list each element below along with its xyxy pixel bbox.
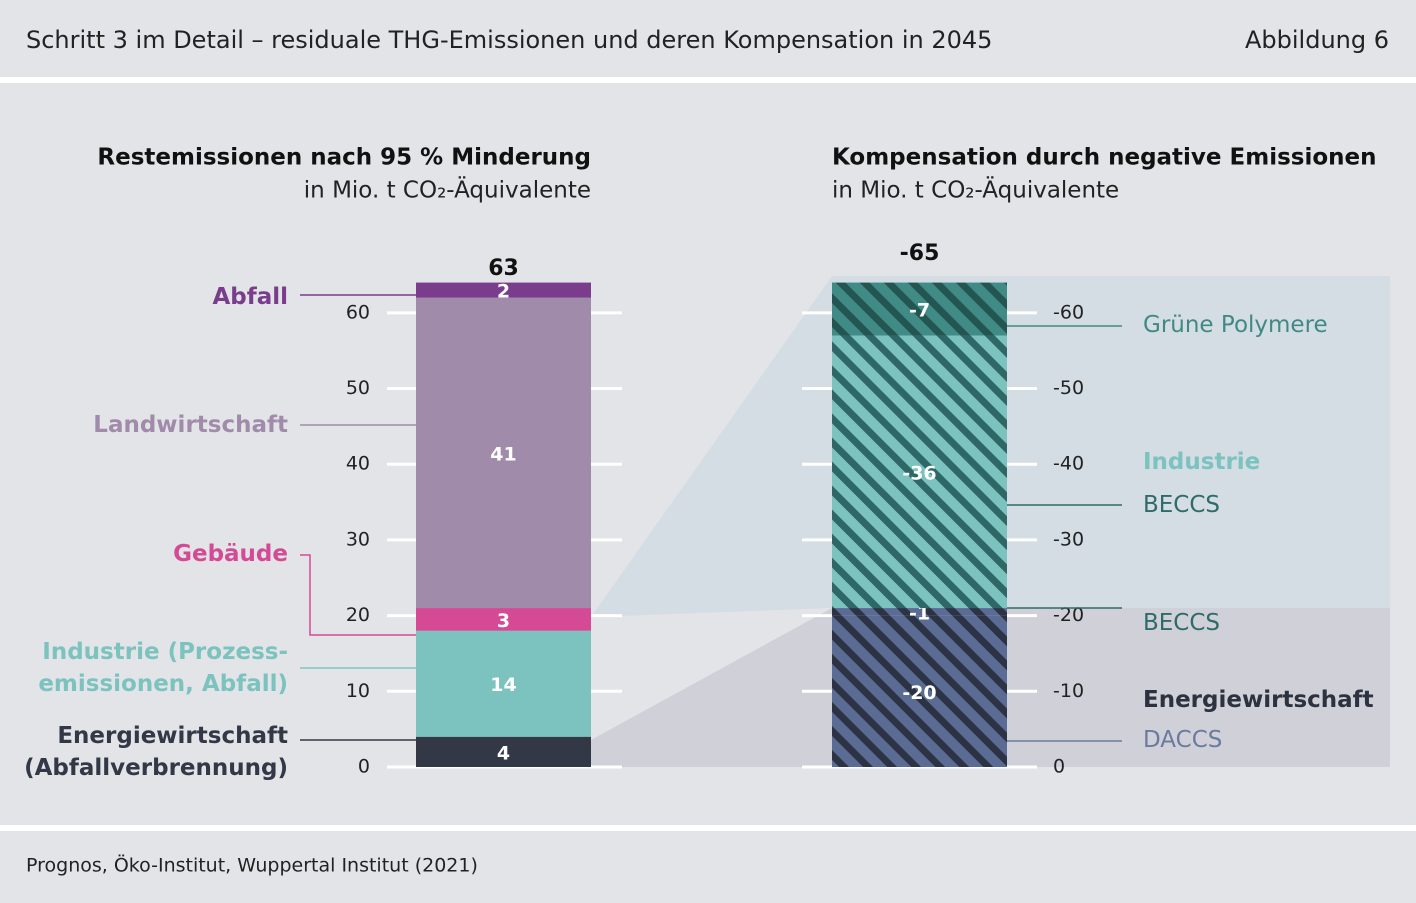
series-label: BECCS xyxy=(1143,610,1221,636)
y-tick-label: 40 xyxy=(346,453,370,475)
chart-subtitle: in Mio. t CO₂-Äquivalente xyxy=(832,176,1119,204)
bar-segment xyxy=(416,736,591,767)
y-tick-label: 50 xyxy=(346,377,370,399)
chart-title: Kompensation durch negative Emissionen xyxy=(832,145,1377,171)
figure-number: Abbildung 6 xyxy=(1245,26,1389,54)
y-tick-label: 30 xyxy=(346,528,370,550)
leader-line xyxy=(300,554,416,636)
bar-segment xyxy=(832,282,1007,336)
series-label: BECCS xyxy=(1143,492,1221,518)
value-label: 4 xyxy=(497,742,510,764)
value-label: 14 xyxy=(490,674,516,696)
total-label: -65 xyxy=(900,241,940,266)
total-label: 63 xyxy=(488,256,519,281)
series-label: Abfall xyxy=(212,284,288,310)
divider xyxy=(0,77,1416,83)
series-label: Landwirtschaft xyxy=(93,412,288,438)
y-tick-label: 60 xyxy=(346,301,370,323)
y-tick-label: 0 xyxy=(358,756,370,778)
y-tick-label: -60 xyxy=(1053,301,1084,323)
y-tick-label: -50 xyxy=(1053,377,1084,399)
y-tick-label: -20 xyxy=(1053,604,1084,626)
series-label: Energiewirtschaft (Abfallverbrennung) xyxy=(24,723,288,781)
bar-segment xyxy=(832,335,1007,609)
chart-subtitle: in Mio. t CO₂-Äquivalente xyxy=(304,176,591,204)
bar-segment xyxy=(416,297,591,609)
y-tick-label: 10 xyxy=(346,680,370,702)
bar-segment xyxy=(416,630,591,737)
value-label: -20 xyxy=(902,682,936,704)
source: Prognos, Öko-Institut, Wuppertal Institu… xyxy=(26,854,478,877)
value-label: 3 xyxy=(497,610,510,632)
y-tick-label: -10 xyxy=(1053,680,1084,702)
page-title: Schritt 3 im Detail – residuale THG-Emis… xyxy=(26,26,992,54)
series-label: Industrie (Prozess- emissionen, Abfall) xyxy=(38,639,288,697)
divider xyxy=(0,825,1416,831)
bar-segment xyxy=(416,608,591,631)
bar-segment xyxy=(416,282,591,298)
series-label: Gebäude xyxy=(173,541,288,567)
series-label: Grüne Polymere xyxy=(1143,312,1328,338)
value-label: 2 xyxy=(497,281,510,303)
group-label: Energiewirtschaft xyxy=(1143,687,1374,713)
y-tick-label: 20 xyxy=(346,604,370,626)
value-label: 41 xyxy=(490,443,516,465)
bar-segment xyxy=(832,608,1007,616)
bar-segment xyxy=(832,615,1007,767)
value-label: -36 xyxy=(902,462,936,484)
series-label: DACCS xyxy=(1143,727,1223,753)
y-tick-label: 0 xyxy=(1053,756,1065,778)
group-label: Industrie xyxy=(1143,449,1261,475)
chart-title: Restemissionen nach 95 % Minderung xyxy=(97,145,591,171)
y-tick-label: -40 xyxy=(1053,453,1084,475)
value-label: -7 xyxy=(909,300,930,322)
y-tick-label: -30 xyxy=(1053,528,1084,550)
